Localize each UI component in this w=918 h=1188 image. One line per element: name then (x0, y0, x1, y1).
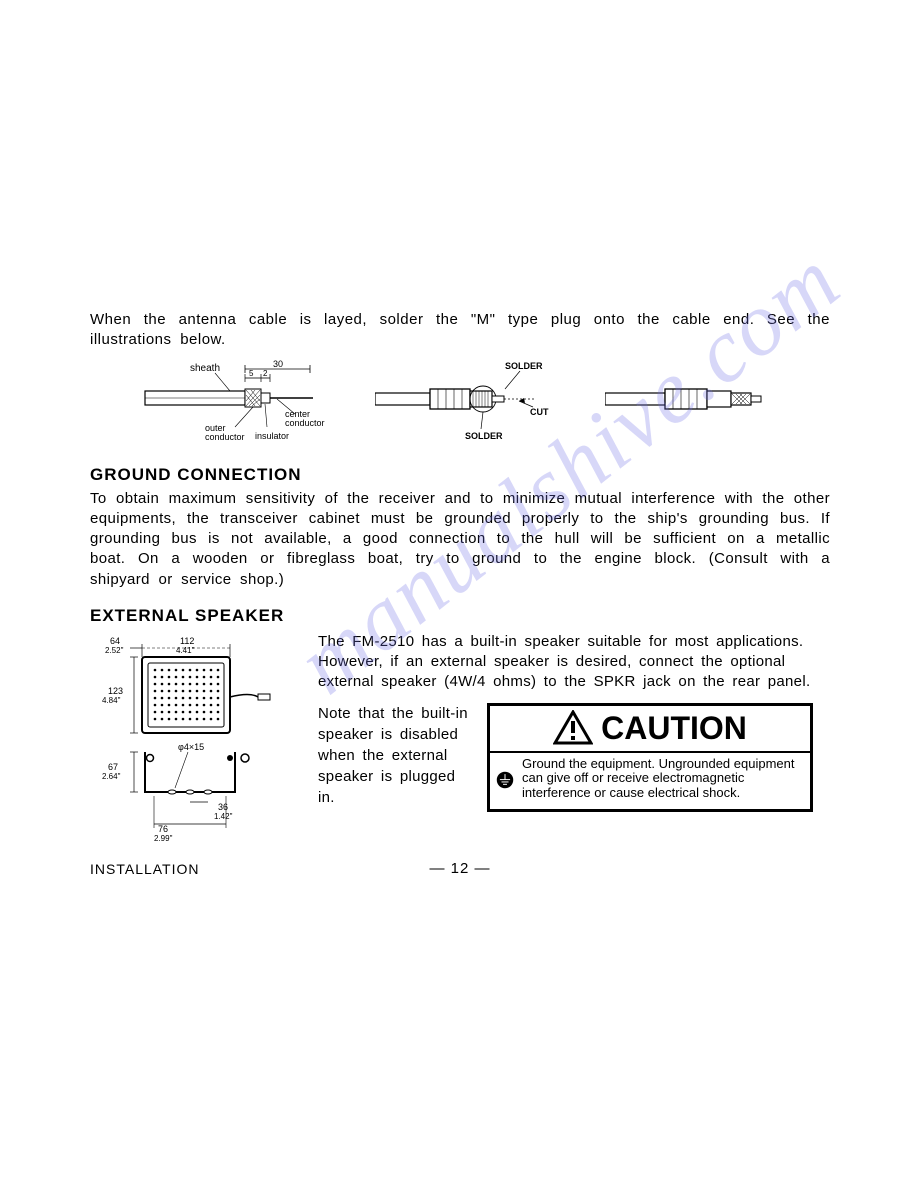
dim-123in: 4.84" (102, 696, 121, 705)
warning-triangle-icon (553, 710, 593, 746)
page-content: When the antenna cable is layed, solder … (90, 310, 830, 877)
center-conductor-label: centerconductor (285, 409, 325, 428)
speaker-note: Note that the built-in speaker is disabl… (318, 703, 473, 808)
connector-solder-diagram: SOLDER CUT (375, 359, 575, 449)
dim-67in: 2.64" (102, 772, 121, 781)
dim-64: 64 (110, 636, 120, 646)
caution-box: CAUTION Ground the equipmen (487, 703, 813, 812)
dim-36in: 1.42" (214, 812, 233, 821)
dim-phi: φ4×15 (178, 742, 204, 752)
solder-top-label: SOLDER (505, 361, 543, 371)
dim-123: 123 (108, 686, 123, 696)
outer-conductor-label: outerconductor (205, 423, 245, 442)
page-number: — 12 — (429, 860, 490, 877)
dim-2: 2 (263, 369, 268, 378)
note-caution-row: Note that the built-in speaker is disabl… (318, 703, 830, 812)
illustration-row: sheath 30 5 2 (90, 359, 830, 449)
dim-76: 76 (158, 824, 168, 834)
cable-prep-diagram: sheath 30 5 2 (135, 359, 345, 449)
speaker-heading: EXTERNAL SPEAKER (90, 606, 830, 626)
footer-label: INSTALLATION (90, 861, 200, 877)
page-footer: INSTALLATION — 12 — (90, 861, 830, 877)
dim-30: 30 (273, 359, 283, 369)
dim-64in: 2.52" (105, 646, 124, 655)
insulator-label: insulator (255, 431, 289, 441)
speaker-section: 64 2.52" 112 4.41" (90, 632, 830, 847)
sheath-label: sheath (190, 363, 220, 374)
connector-finished-diagram (605, 359, 785, 449)
cut-label: CUT (530, 407, 549, 417)
dim-36: 36 (218, 802, 228, 812)
dim-112: 112 (180, 636, 194, 646)
speaker-paragraph: The FM-2510 has a built-in speaker suita… (318, 632, 830, 693)
dim-76in: 2.99" (154, 834, 173, 842)
dim-67: 67 (108, 762, 118, 772)
solder-bottom-label: SOLDER (465, 431, 503, 441)
intro-paragraph: When the antenna cable is layed, solder … (90, 310, 830, 351)
ground-heading: GROUND CONNECTION (90, 465, 830, 485)
speaker-diagram: 64 2.52" 112 4.41" (90, 632, 300, 842)
dim-112in: 4.41" (176, 646, 195, 655)
ground-body: To obtain maximum sensitivity of the rec… (90, 489, 830, 590)
dim-5: 5 (249, 369, 254, 378)
ground-symbol-icon (496, 757, 514, 803)
caution-body-text: Ground the equipment. Ungrounded equipme… (522, 757, 804, 802)
caution-title: CAUTION (601, 710, 747, 747)
